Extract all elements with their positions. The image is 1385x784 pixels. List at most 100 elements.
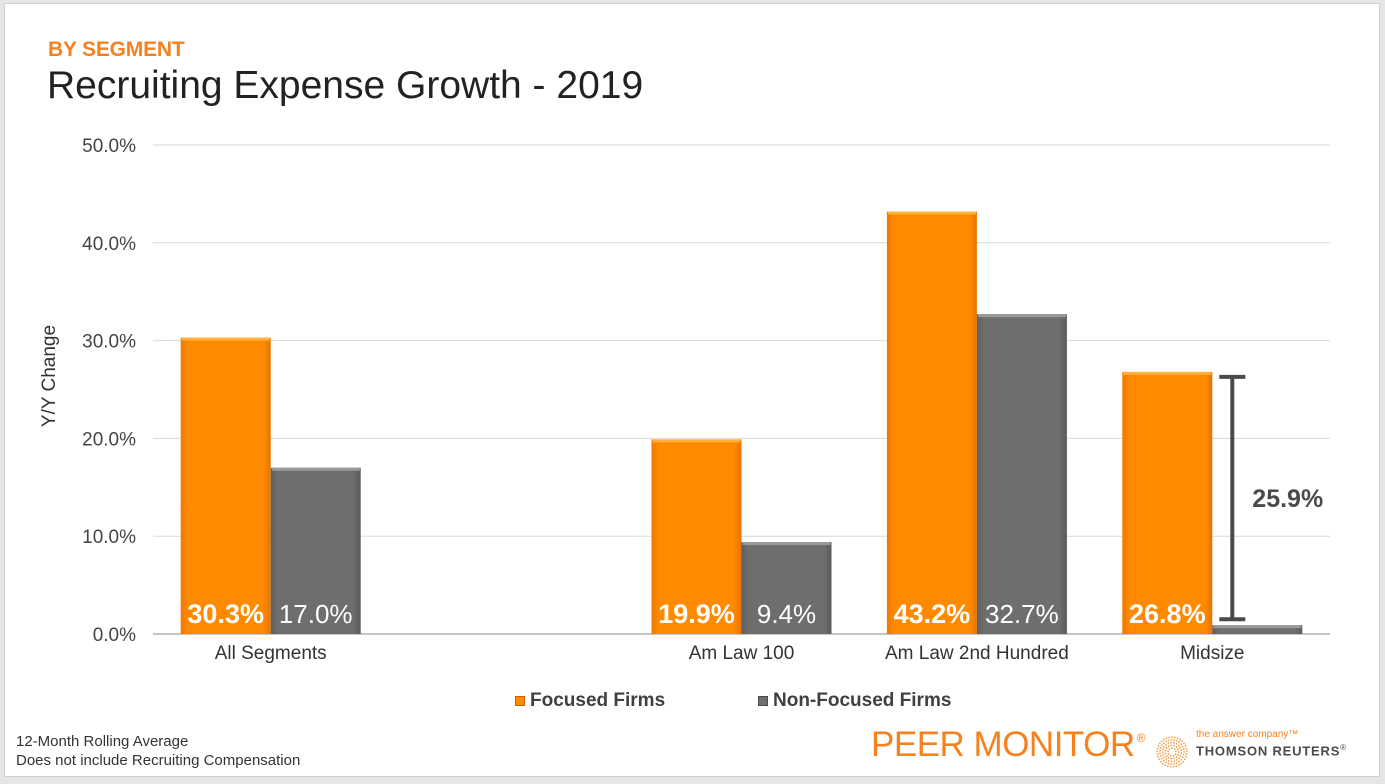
logo-dot <box>1172 765 1175 768</box>
logo-dot <box>1183 742 1185 745</box>
data-label: 32.7% <box>985 599 1059 629</box>
logo-dot <box>1165 758 1168 761</box>
logo-dot <box>1162 748 1164 751</box>
logo-dot <box>1170 744 1173 747</box>
logo-dot <box>1167 753 1170 755</box>
logo-dot <box>1180 762 1183 765</box>
logo-dot <box>1165 743 1167 746</box>
logo-dot <box>1178 760 1181 763</box>
logo-dot <box>1177 744 1180 747</box>
logo-dot <box>1174 753 1177 755</box>
legend-item-non-focused: Non-Focused Firms <box>758 690 951 712</box>
logo-dot <box>1176 737 1179 740</box>
logo-dot <box>1182 748 1185 751</box>
data-label: 17.0% <box>279 599 353 629</box>
logo-dot <box>1173 744 1175 747</box>
logo-dot <box>1185 753 1188 755</box>
logo-dot <box>1173 736 1176 739</box>
logo-dot <box>1173 760 1176 763</box>
registered-mark: ® <box>1136 731 1146 745</box>
logo-dot <box>1169 765 1172 768</box>
peer-monitor-wordmark: PEER MONITOR <box>871 725 1135 764</box>
logo-dot <box>1163 738 1165 741</box>
logo-dot <box>1165 755 1168 757</box>
logo-dot <box>1172 754 1175 757</box>
logo-dot <box>1173 747 1176 750</box>
bar-bevel <box>1123 371 1212 375</box>
logo-dot <box>1161 751 1164 754</box>
bar-bevel <box>977 314 1066 318</box>
logo-dot <box>1161 762 1164 765</box>
logo-dot <box>1156 750 1159 753</box>
thomson-reuters-dot-sphere-icon <box>1156 736 1188 768</box>
x-tick-label: Am Law 100 <box>689 643 795 664</box>
logo-dot <box>1163 756 1166 759</box>
logo-dot <box>1176 759 1178 761</box>
bar-non-focused <box>1212 625 1303 634</box>
logo-dot <box>1164 749 1167 752</box>
logo-dot <box>1181 740 1184 743</box>
logo-dot <box>1180 758 1183 761</box>
logo-dot <box>1167 750 1169 753</box>
logo-dot <box>1160 744 1163 747</box>
logo-dot <box>1167 759 1170 762</box>
legend-label-focused: Focused Firms <box>530 690 666 711</box>
logo-dot <box>1175 750 1177 753</box>
logo-dot <box>1180 749 1183 752</box>
logo-dot <box>1171 736 1173 739</box>
logo-dot <box>1165 740 1167 743</box>
legend: Focused Firms Non-Focused Firms <box>0 690 1385 714</box>
legend-swatch-focused <box>515 696 525 706</box>
logo-dot <box>1175 746 1178 748</box>
logo-dot <box>1182 753 1185 756</box>
thomson-reuters-name: THOMSON REUTERS <box>1196 743 1341 759</box>
footnote-rolling-average: 12-Month Rolling Average <box>16 733 189 750</box>
y-tick-label: 50.0% <box>82 136 136 157</box>
logo-dot <box>1165 747 1168 749</box>
logo-dot <box>1175 756 1178 758</box>
bar-focused <box>886 211 977 634</box>
logo-dot <box>1177 748 1180 751</box>
bar-bevel <box>1213 625 1302 629</box>
logo-dot <box>1171 747 1173 749</box>
logo-dot <box>1167 745 1170 748</box>
bar-non-focused <box>976 314 1067 634</box>
logo-dot <box>1173 763 1176 765</box>
bar-focused <box>651 439 742 634</box>
logo-dot <box>1168 748 1171 750</box>
logo-dot <box>1164 752 1167 755</box>
logo-dot <box>1167 762 1170 765</box>
logo-dot <box>1179 738 1181 741</box>
logo-dot <box>1165 737 1168 740</box>
peer-monitor-logo: PEER MONITOR ® <box>871 725 1146 765</box>
logo-dot <box>1183 751 1185 753</box>
logo-dot <box>1160 740 1163 743</box>
logo-dot <box>1175 765 1178 768</box>
section-kicker: BY SEGMENT <box>48 38 185 61</box>
logo-dot <box>1167 742 1170 745</box>
x-tick-label: Midsize <box>1180 643 1244 664</box>
logo-dot <box>1173 757 1175 760</box>
logo-dot <box>1159 755 1162 758</box>
logo-dot <box>1183 758 1186 761</box>
logo-dot <box>1160 757 1163 760</box>
footnote-exclusion: Does not include Recruiting Compensation <box>16 752 301 769</box>
logo-dot <box>1167 739 1170 742</box>
logo-dot <box>1162 754 1164 756</box>
logo-dot <box>1181 745 1184 748</box>
logo-dot <box>1159 752 1161 755</box>
logo-dot <box>1159 746 1162 749</box>
logo-dot <box>1167 756 1170 759</box>
legend-label-non-focused: Non-Focused Firms <box>773 690 952 711</box>
logo-dot <box>1170 760 1173 763</box>
x-tick-label: All Segments <box>215 643 327 664</box>
logo-dot <box>1177 753 1180 756</box>
logo-dot <box>1175 739 1178 742</box>
difference-label: 25.9% <box>1252 485 1323 513</box>
logo-dot <box>1185 755 1187 758</box>
logo-dot <box>1180 743 1183 746</box>
chart-title: Recruiting Expense Growth - 2019 <box>47 64 644 107</box>
y-tick-label: 20.0% <box>82 429 136 450</box>
logo-dot <box>1162 742 1165 745</box>
data-label: 19.9% <box>658 599 735 629</box>
